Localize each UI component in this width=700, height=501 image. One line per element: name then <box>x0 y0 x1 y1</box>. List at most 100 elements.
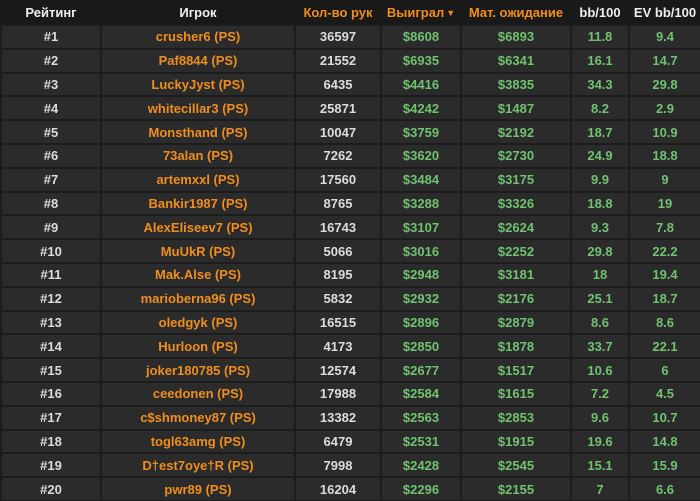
cell-player[interactable]: joker180785 (PS) <box>100 357 296 383</box>
cell-rank: #17 <box>0 404 102 431</box>
cell-player[interactable]: D†est7oye†R (PS) <box>100 452 296 479</box>
cell-player[interactable]: oledgyk (PS) <box>100 309 296 336</box>
cell-player[interactable]: LuckyJyst (PS) <box>100 71 296 98</box>
column-header-rank[interactable]: Рейтинг <box>1 0 101 25</box>
table-row: #3 LuckyJyst (PS) 6435 $4416 $3835 34.3 29.8 <box>0 71 700 98</box>
cell-evbb100: 19.4 <box>628 261 700 288</box>
cell-hands: 21552 <box>294 47 382 74</box>
cell-rank: #14 <box>0 333 102 360</box>
cell-player[interactable]: whitecillar3 (PS) <box>100 95 296 122</box>
cell-evbb100: 18.7 <box>628 285 700 312</box>
cell-rank: #9 <box>0 214 102 241</box>
cell-player[interactable]: marioberna96 (PS) <box>100 285 296 312</box>
column-header-player[interactable]: Игрок <box>101 0 295 25</box>
cell-hands: 17560 <box>294 166 382 193</box>
cell-player[interactable]: ceedonen (PS) <box>100 380 296 407</box>
table-row: #19 D†est7oye†R (PS) 7998 $2428 $2545 15.1 15.… <box>0 452 700 479</box>
cell-ev: $2252 <box>460 238 572 264</box>
cell-player[interactable]: 73alan (PS) <box>100 142 296 169</box>
cell-won: $2677 <box>380 357 462 383</box>
cell-ev: $1517 <box>460 357 572 383</box>
cell-evbb100: 8.6 <box>628 309 700 336</box>
cell-evbb100: 6.6 <box>628 476 700 501</box>
cell-bb100: 18.8 <box>570 190 630 217</box>
cell-won: $3620 <box>380 142 462 169</box>
cell-ev: $2624 <box>460 214 572 241</box>
cell-bb100: 15.1 <box>570 452 630 479</box>
cell-hands: 16204 <box>294 476 382 501</box>
cell-ev: $2853 <box>460 404 572 431</box>
cell-won: $3288 <box>380 190 462 217</box>
cell-bb100: 7 <box>570 476 630 501</box>
cell-won: $2850 <box>380 333 462 360</box>
cell-bb100: 19.6 <box>570 428 630 455</box>
cell-rank: #15 <box>0 357 102 383</box>
cell-player[interactable]: c$shmoney87 (PS) <box>100 404 296 431</box>
cell-hands: 4173 <box>294 333 382 360</box>
cell-hands: 10047 <box>294 119 382 145</box>
cell-player[interactable]: Hurloon (PS) <box>100 333 296 360</box>
cell-ev: $6341 <box>460 47 572 74</box>
cell-evbb100: 18.8 <box>628 142 700 169</box>
table-row: #7 artemxxl (PS) 17560 $3484 $3175 9.9 9 <box>0 166 700 193</box>
cell-evbb100: 22.2 <box>628 238 700 264</box>
cell-player[interactable]: Bankir1987 (PS) <box>100 190 296 217</box>
cell-player[interactable]: Mak.Alse (PS) <box>100 261 296 288</box>
cell-hands: 13382 <box>294 404 382 431</box>
cell-player[interactable]: pwr89 (PS) <box>100 476 296 501</box>
column-header-won[interactable]: Выиграл ▼ <box>381 0 461 25</box>
table-row: #1 crusher6 (PS) 36597 $8608 $6893 11.8 9.4 <box>0 24 700 50</box>
cell-ev: $2730 <box>460 142 572 169</box>
cell-hands: 36597 <box>294 24 382 50</box>
cell-won: $2584 <box>380 380 462 407</box>
cell-evbb100: 29.8 <box>628 71 700 98</box>
cell-rank: #12 <box>0 285 102 312</box>
cell-evbb100: 9.4 <box>628 24 700 50</box>
cell-bb100: 10.6 <box>570 357 630 383</box>
cell-won: $3107 <box>380 214 462 241</box>
cell-player[interactable]: togl63amg (PS) <box>100 428 296 455</box>
cell-hands: 7998 <box>294 452 382 479</box>
cell-evbb100: 14.7 <box>628 47 700 74</box>
cell-ev: $1615 <box>460 380 572 407</box>
column-header-ev[interactable]: Мат. ожидание <box>461 0 571 25</box>
cell-player[interactable]: Monsthand (PS) <box>100 119 296 145</box>
cell-player[interactable]: AlexEliseev7 (PS) <box>100 214 296 241</box>
cell-rank: #10 <box>0 238 102 264</box>
cell-player[interactable]: MuUkR (PS) <box>100 238 296 264</box>
table-header: Рейтинг Игрок Кол-во рук Выиграл ▼ Мат. о… <box>1 0 700 25</box>
cell-evbb100: 6 <box>628 357 700 383</box>
cell-won: $2896 <box>380 309 462 336</box>
cell-rank: #11 <box>0 261 102 288</box>
cell-player[interactable]: artemxxl (PS) <box>100 166 296 193</box>
cell-bb100: 11.8 <box>570 24 630 50</box>
cell-ev: $1487 <box>460 95 572 122</box>
cell-hands: 16743 <box>294 214 382 241</box>
cell-evbb100: 2.9 <box>628 95 700 122</box>
cell-won: $2296 <box>380 476 462 501</box>
cell-won: $3016 <box>380 238 462 264</box>
cell-ev: $3181 <box>460 261 572 288</box>
cell-bb100: 25.1 <box>570 285 630 312</box>
table-row: #18 togl63amg (PS) 6479 $2531 $1915 19.6 14.8 <box>0 428 700 455</box>
column-header-bb100[interactable]: bb/100 <box>571 0 629 25</box>
cell-evbb100: 14.8 <box>628 428 700 455</box>
cell-player[interactable]: Paf8844 (PS) <box>100 47 296 74</box>
column-header-evbb100[interactable]: EV bb/100 <box>629 0 700 25</box>
cell-evbb100: 9 <box>628 166 700 193</box>
cell-won: $2932 <box>380 285 462 312</box>
cell-evbb100: 10.9 <box>628 119 700 145</box>
table-row: #15 joker180785 (PS) 12574 $2677 $1517 10.6 6 <box>0 357 700 383</box>
cell-bb100: 34.3 <box>570 71 630 98</box>
cell-bb100: 24.9 <box>570 142 630 169</box>
cell-player[interactable]: crusher6 (PS) <box>100 24 296 50</box>
cell-won: $6935 <box>380 47 462 74</box>
table-row: #2 Paf8844 (PS) 21552 $6935 $6341 16.1 14.7 <box>0 47 700 74</box>
header-row: Рейтинг Игрок Кол-во рук Выиграл ▼ Мат. о… <box>1 0 700 25</box>
column-header-hands[interactable]: Кол-во рук <box>295 0 381 25</box>
cell-bb100: 9.3 <box>570 214 630 241</box>
cell-won: $4242 <box>380 95 462 122</box>
cell-rank: #18 <box>0 428 102 455</box>
cell-hands: 6479 <box>294 428 382 455</box>
cell-rank: #4 <box>0 95 102 122</box>
